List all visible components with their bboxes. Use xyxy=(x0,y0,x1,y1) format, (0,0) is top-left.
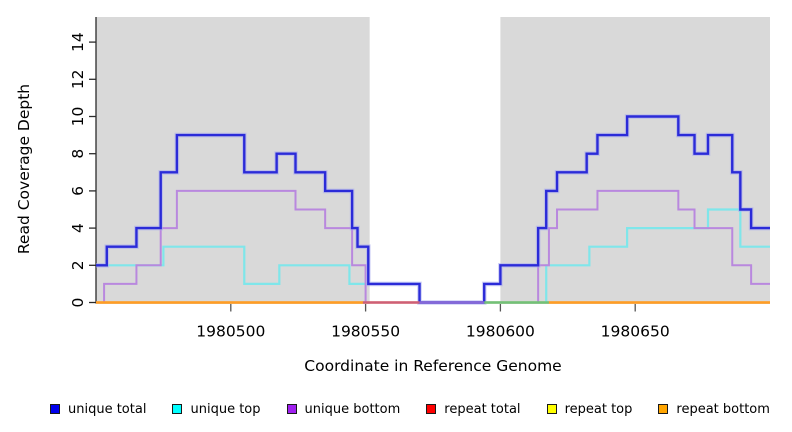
y-tick-label: 12 xyxy=(69,69,87,89)
y-tick-label: 6 xyxy=(69,186,87,196)
legend-swatch xyxy=(658,404,669,414)
y-tick-label: 10 xyxy=(69,107,87,127)
legend-label: repeat top xyxy=(564,401,633,417)
legend-swatch xyxy=(286,404,297,414)
legend-label: unique bottom xyxy=(304,401,401,417)
x-tick-label: 1980650 xyxy=(601,323,670,341)
legend-swatch xyxy=(546,404,557,414)
series-line-unique-total xyxy=(96,115,770,304)
legend-item-repeat-top: repeat top xyxy=(546,401,633,417)
legend-item-repeat-bottom: repeat bottom xyxy=(658,402,770,417)
legend-swatch xyxy=(426,404,437,414)
legend-item-unique-bottom: unique bottom xyxy=(286,401,401,417)
y-tick-label: 4 xyxy=(69,223,87,233)
x-tick-label: 1980550 xyxy=(331,323,400,341)
shaded-region-0 xyxy=(96,17,370,304)
x-tick-label: 1980500 xyxy=(196,323,265,341)
legend-swatch xyxy=(172,404,183,414)
legend-item-repeat-total: repeat total xyxy=(426,401,521,417)
x-axis-label: Coordinate in Reference Genome xyxy=(304,357,562,375)
legend-label: repeat bottom xyxy=(676,401,770,417)
legend-label: repeat total xyxy=(444,401,521,417)
legend-label: unique top xyxy=(190,401,261,417)
legend-item-unique-top: unique top xyxy=(172,401,261,417)
y-tick-label: 2 xyxy=(69,260,87,270)
y-axis-label: Read Coverage Depth xyxy=(15,83,33,255)
legend-label: unique total xyxy=(68,401,147,417)
legend-item-unique-total: unique total xyxy=(50,402,146,417)
legend-swatch xyxy=(50,404,60,414)
shaded-region-1 xyxy=(500,17,770,304)
y-tick-label: 8 xyxy=(69,149,87,159)
x-tick-label: 1980600 xyxy=(466,323,535,341)
y-tick-label: 0 xyxy=(69,298,87,308)
y-tick-label: 14 xyxy=(69,32,87,52)
chart-legend: unique total unique top unique bottom re… xyxy=(50,397,770,421)
